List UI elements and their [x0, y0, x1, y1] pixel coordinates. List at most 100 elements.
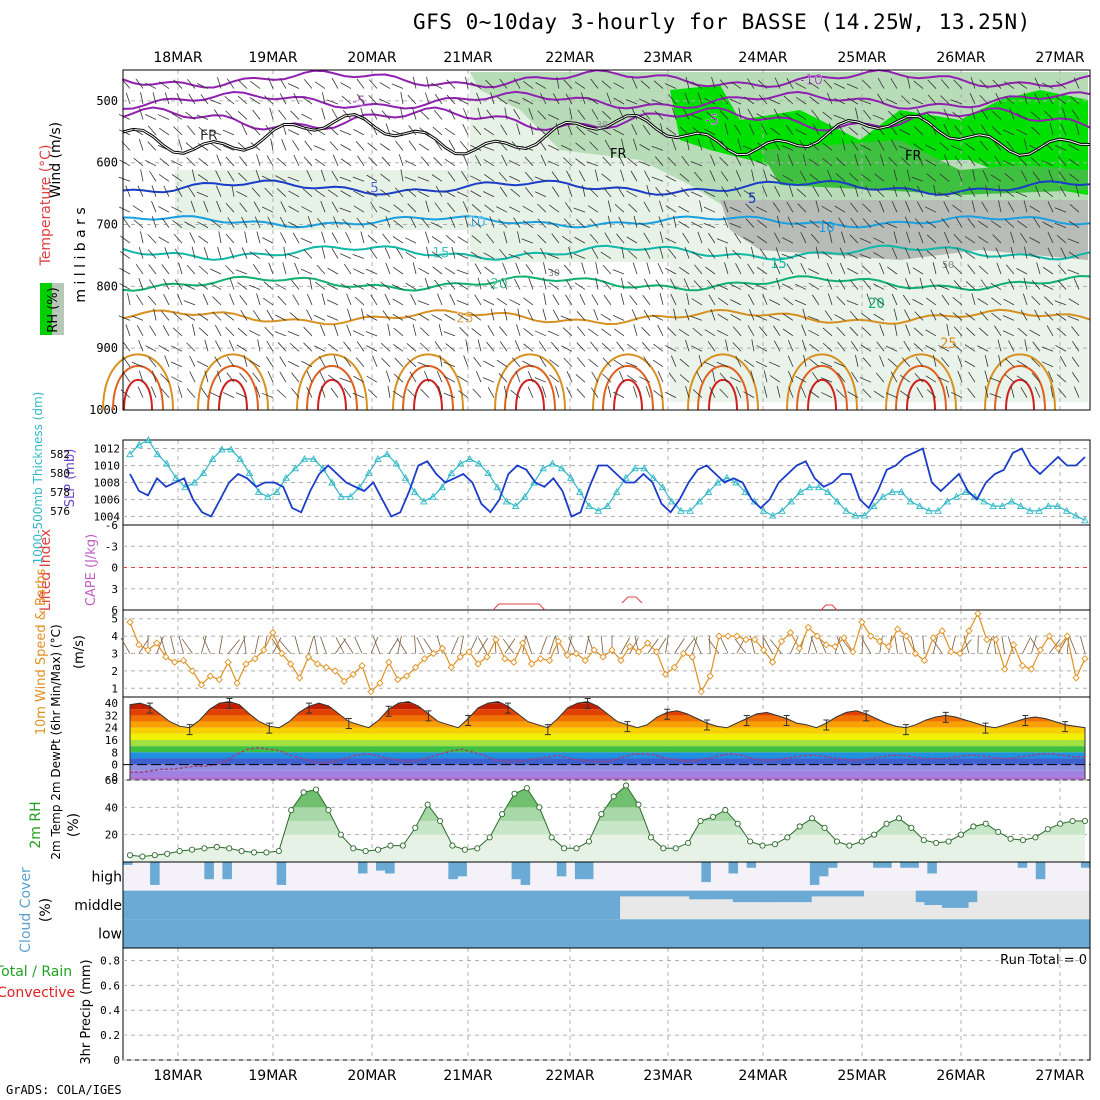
temp-band: [130, 740, 1085, 747]
wind-barb: [990, 282, 1002, 290]
wind-barb: [799, 139, 807, 151]
wind-barb: [184, 313, 196, 321]
rh2m-point: [499, 811, 506, 818]
thickness-point: [952, 492, 961, 500]
wind-barb: [444, 267, 456, 275]
wind-barb: [1060, 247, 1067, 259]
precip-ylabel-conv: Convective: [0, 985, 75, 1001]
wind-barb: [380, 281, 391, 290]
thickness-point: [328, 478, 336, 486]
wind-barb: [672, 107, 677, 120]
wind-barb: [758, 79, 768, 89]
wind-barb: [343, 387, 352, 398]
thickness-point: [686, 506, 694, 514]
wind-barb: [368, 79, 378, 89]
rh2m-point: [486, 834, 493, 841]
cape-ytick: -6: [105, 519, 118, 532]
wind-barb: [718, 297, 729, 306]
wind-barb: [267, 77, 274, 89]
wind10m-point: [983, 635, 991, 644]
lifted-index-line: [621, 596, 643, 604]
wind10m-point: [144, 646, 152, 654]
wind-barb: [710, 308, 716, 321]
wind-barb: [721, 186, 729, 197]
wind-barb: [366, 282, 378, 290]
wind10m-barb: [922, 635, 925, 654]
temp-minmax-bar: [584, 698, 591, 710]
wind-barb: [997, 339, 1002, 352]
thickness-point: [309, 454, 318, 462]
wind-barb: [643, 232, 651, 244]
wind-barb: [952, 204, 963, 213]
wind-barb: [854, 154, 859, 166]
wind10m-point: [411, 663, 420, 672]
wind-barb: [906, 76, 911, 89]
wind-barb: [719, 156, 729, 167]
wind-barb: [238, 79, 248, 89]
wind-barb: [534, 377, 547, 383]
wind-barb: [320, 200, 326, 213]
wind-barb: [447, 171, 456, 182]
thickness-point: [236, 454, 244, 462]
wind-barb: [786, 78, 794, 89]
wind-barb: [392, 313, 404, 321]
wind-barb: [254, 216, 261, 228]
wind10m-barb: [254, 635, 260, 654]
wind10m-ytick: 3: [111, 648, 118, 661]
thickness-point: [824, 488, 832, 495]
wind-barb: [164, 92, 170, 105]
wind-barb: [203, 247, 209, 259]
wind-barb: [523, 297, 534, 306]
wind-barb: [604, 139, 612, 151]
wind-barb: [392, 343, 404, 352]
wind-barb: [250, 80, 261, 89]
lifted-index-line: [492, 603, 546, 611]
wind-barb: [174, 279, 183, 290]
wind-barb: [972, 169, 976, 182]
wind-barb: [834, 314, 846, 321]
wind10m-barb: [861, 635, 864, 654]
wind-barb: [632, 386, 638, 398]
slp-ytick: 1006: [94, 494, 121, 507]
wind-barb: [665, 205, 677, 213]
wind-barb: [809, 219, 820, 228]
wind-barb: [850, 140, 859, 151]
thickness-point: [704, 488, 713, 495]
wind-barb: [651, 176, 664, 182]
wind10m-barb: [902, 635, 907, 654]
wind-barb: [860, 174, 872, 182]
wind-barb: [1059, 186, 1067, 197]
slp-ylabel-left: 1000-500mb Thickness (dm): [31, 392, 45, 565]
cloud-middle-bar: [297, 890, 307, 920]
wind-barb: [925, 375, 937, 383]
wind-barb: [161, 310, 170, 321]
thickness-point: [282, 473, 290, 481]
freezing-line-inner: [122, 114, 1091, 156]
wind-barb: [613, 82, 625, 89]
wind-barb: [1016, 268, 1028, 275]
precip-ylabel-total: Total / Rain: [0, 964, 72, 980]
temp2m-ytick: 8: [111, 746, 118, 759]
wind-barb: [456, 269, 469, 275]
wind-barb: [667, 156, 677, 167]
rh2m-point: [350, 845, 357, 852]
wind-barb: [217, 246, 222, 259]
wind-barb: [742, 145, 755, 151]
wind-barb: [392, 266, 404, 275]
thickness-line: [129, 439, 1086, 521]
rh-band: [130, 807, 1085, 821]
wind-barb: [317, 218, 326, 228]
wind-barb: [860, 144, 872, 151]
wind-barb: [300, 268, 313, 275]
wind-barb: [1036, 262, 1041, 275]
wind10m-point: [135, 641, 143, 649]
wind-barb: [513, 77, 521, 89]
wind-barb: [1031, 372, 1041, 383]
wind-barb: [171, 112, 183, 120]
wind-barb: [773, 108, 781, 120]
wind-barb: [664, 83, 677, 89]
wind-barb: [255, 386, 261, 398]
wind-barb: [249, 97, 261, 105]
thickness-point: [805, 483, 814, 491]
rh2m-point: [238, 848, 245, 855]
